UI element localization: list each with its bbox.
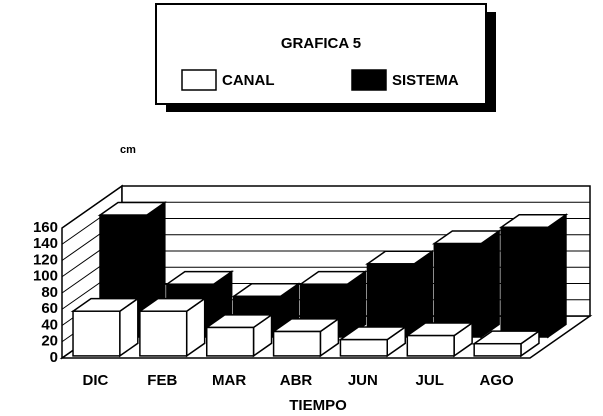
- y-tick-label: 80: [41, 284, 58, 301]
- legend-swatch: [181, 69, 217, 91]
- bar: [139, 310, 188, 357]
- legend-label: SISTEMA: [392, 72, 459, 89]
- y-tick-label: 140: [33, 235, 58, 252]
- y-tick-label: 100: [33, 268, 58, 285]
- bar: [339, 338, 389, 357]
- x-tick-label: ABR: [280, 372, 313, 389]
- x-tick-label: FEB: [147, 372, 177, 389]
- y-tick-label: 60: [41, 300, 58, 317]
- x-tick-label: MAR: [212, 372, 246, 389]
- y-tick-label: 120: [33, 251, 58, 268]
- bar-side: [547, 213, 567, 339]
- grid-line: [61, 185, 590, 229]
- bar: [500, 226, 549, 338]
- bar: [366, 263, 416, 338]
- x-tick-label: JUL: [416, 372, 444, 389]
- bar: [205, 326, 255, 357]
- x-axis-label: TIEMPO: [289, 397, 347, 414]
- x-tick-label: AGO: [479, 372, 514, 389]
- bar: [72, 310, 121, 357]
- legend-swatch: [351, 69, 387, 91]
- bar: [473, 342, 522, 357]
- bar: [272, 330, 322, 357]
- bar-side: [480, 229, 500, 339]
- y-tick-label: 160: [33, 219, 58, 236]
- legend-label: CANAL: [222, 72, 275, 89]
- y-tick-label: 40: [41, 316, 58, 333]
- y-tick-label: 20: [41, 333, 58, 350]
- chart-title: GRAFICA 5: [281, 35, 361, 52]
- y-axis-label: cm: [120, 144, 136, 156]
- y-tick-label: 0: [50, 349, 58, 366]
- x-tick-label: JUN: [348, 372, 378, 389]
- bar: [406, 334, 455, 357]
- x-tick-label: DIC: [83, 372, 109, 389]
